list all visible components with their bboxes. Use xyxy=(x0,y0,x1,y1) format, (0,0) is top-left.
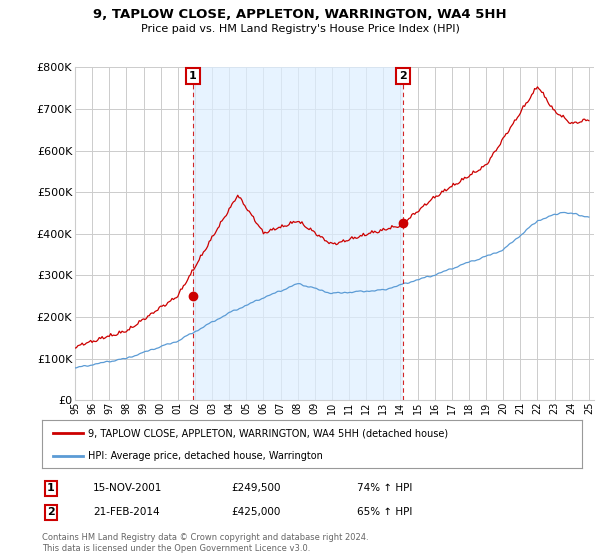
Text: 74% ↑ HPI: 74% ↑ HPI xyxy=(357,483,412,493)
Text: Contains HM Land Registry data © Crown copyright and database right 2024.
This d: Contains HM Land Registry data © Crown c… xyxy=(42,533,368,553)
Text: 2: 2 xyxy=(399,71,406,81)
Text: £425,000: £425,000 xyxy=(231,507,280,517)
Text: 21-FEB-2014: 21-FEB-2014 xyxy=(93,507,160,517)
Text: 1: 1 xyxy=(189,71,197,81)
Bar xyxy=(193,67,403,400)
Text: 65% ↑ HPI: 65% ↑ HPI xyxy=(357,507,412,517)
Text: Price paid vs. HM Land Registry's House Price Index (HPI): Price paid vs. HM Land Registry's House … xyxy=(140,24,460,34)
Text: 9, TAPLOW CLOSE, APPLETON, WARRINGTON, WA4 5HH (detached house): 9, TAPLOW CLOSE, APPLETON, WARRINGTON, W… xyxy=(88,428,448,438)
Text: 9, TAPLOW CLOSE, APPLETON, WARRINGTON, WA4 5HH: 9, TAPLOW CLOSE, APPLETON, WARRINGTON, W… xyxy=(93,8,507,21)
Text: 15-NOV-2001: 15-NOV-2001 xyxy=(93,483,163,493)
Text: £249,500: £249,500 xyxy=(231,483,281,493)
Text: HPI: Average price, detached house, Warrington: HPI: Average price, detached house, Warr… xyxy=(88,451,323,461)
Text: 2: 2 xyxy=(47,507,55,517)
Text: 1: 1 xyxy=(47,483,55,493)
